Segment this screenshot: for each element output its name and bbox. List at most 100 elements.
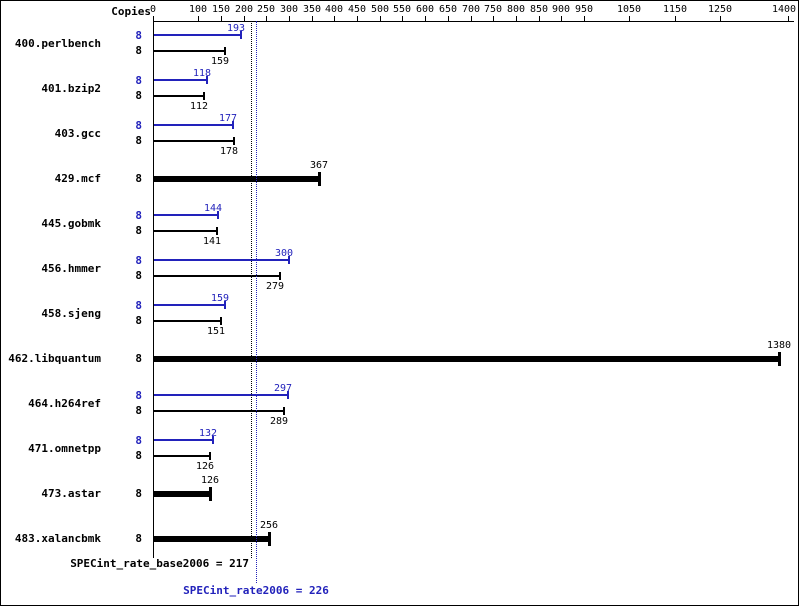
copies-value-peak: 8 [135,29,142,42]
benchmark-label: 464.h264ref [28,397,101,410]
peak-value-label: 159 [210,293,229,304]
base-bar-endcap [233,137,235,145]
y-axis-line [153,21,154,558]
base-bar-endcap [220,317,222,325]
benchmark-label: 445.gobmk [41,217,101,230]
axis-tick-mark [471,16,472,21]
overall-peak-result: SPECint_rate2006 = 226 [183,584,329,597]
benchmark-label: 473.astar [41,487,101,500]
base-bar-endcap [203,92,205,100]
base-value-label: 151 [206,326,225,337]
axis-tick-label: 900 [551,4,571,15]
copies-value-peak: 8 [135,74,142,87]
axis-tick-label: 350 [302,4,322,15]
copies-value-base: 8 [135,224,142,237]
copies-value-peak: 8 [135,119,142,132]
peak-bar-endcap [287,391,289,399]
peak-value-label: 132 [198,428,217,439]
axis-tick-label: 650 [438,4,458,15]
axis-tick-mark [561,16,562,21]
axis-tick-label: 1400 [771,4,797,15]
axis-tick-mark [266,16,267,21]
copies-value-base: 8 [135,269,142,282]
base-bar-bold-endcap [209,487,212,501]
benchmark-label: 400.perlbench [14,37,101,50]
base-bar-bold [154,356,779,362]
base-bar [154,95,204,97]
axis-tick-label: 950 [574,4,594,15]
axis-tick-mark [357,16,358,21]
base-bar-endcap [224,47,226,55]
base-value-label: 367 [309,160,329,171]
copies-value-base: 8 [135,134,142,147]
axis-tick-mark [425,16,426,21]
axis-tick-mark [334,16,335,21]
base-bar-bold [154,536,269,542]
base-bar-bold [154,176,319,182]
axis-tick-label: 600 [415,4,435,15]
base-bar [154,230,217,232]
axis-tick-label: 100 [188,4,208,15]
peak-bar [154,124,233,126]
benchmark-label: 462.libquantum [8,352,101,365]
peak-value-label: 193 [226,23,245,34]
benchmark-label: 429.mcf [54,172,101,185]
base-bar [154,410,284,412]
peak-bar [154,214,218,216]
benchmark-label: 456.hmmer [41,262,101,275]
peak-bar-endcap [288,256,290,264]
peak-bar-endcap [232,121,234,129]
peak-value-label: 118 [192,68,211,79]
axis-tick-mark [720,16,721,21]
peak-value-label: 177 [218,113,237,124]
axis-tick-mark [516,16,517,21]
base-value-label: 178 [219,146,238,157]
base-value-label: 159 [210,56,229,67]
peak-bar [154,34,241,36]
peak-value-label: 300 [274,248,293,259]
peak-bar [154,304,225,306]
axis-tick-label: 450 [347,4,367,15]
axis-tick-label: 300 [279,4,299,15]
axis-tick-mark [289,16,290,21]
axis-tick-mark [629,16,630,21]
benchmark-label: 458.sjeng [41,307,101,320]
copies-value-peak: 8 [135,434,142,447]
benchmark-label: 483.xalancbmk [14,532,101,545]
peak-value-label: 297 [273,383,292,394]
axis-tick-label: 1050 [616,4,642,15]
copies-value-base: 8 [135,352,142,365]
base-bar [154,320,221,322]
peak-bar-endcap [240,31,242,39]
copies-value-base: 8 [135,44,142,57]
axis-tick-mark [675,16,676,21]
axis-tick-mark [312,16,313,21]
benchmark-label: 471.omnetpp [28,442,101,455]
copies-value-base: 8 [135,532,142,545]
axis-tick-mark [402,16,403,21]
axis-tick-label: 800 [506,4,526,15]
base-value-label: 126 [200,475,220,486]
copies-value-peak: 8 [135,209,142,222]
copies-value-base: 8 [135,404,142,417]
peak-bar [154,79,207,81]
base-value-label: 279 [265,281,284,292]
copies-value-peak: 8 [135,389,142,402]
axis-tick-label: 250 [256,4,276,15]
base-bar [154,140,234,142]
axis-tick-label: 150 [211,4,231,15]
benchmark-label: 403.gcc [54,127,101,140]
base-value-label: 289 [269,416,288,427]
axis-tick-label: 400 [324,4,344,15]
copies-value-base: 8 [135,172,142,185]
copies-value-base: 8 [135,314,142,327]
peak-bar [154,259,289,261]
axis-tick-mark [244,16,245,21]
overall-peak-reference-line [256,21,257,583]
axis-tick-label: 550 [392,4,412,15]
overall-base-reference-line [251,21,252,558]
peak-bar [154,439,213,441]
axis-tick-mark [788,16,789,21]
axis-tick-mark [584,16,585,21]
